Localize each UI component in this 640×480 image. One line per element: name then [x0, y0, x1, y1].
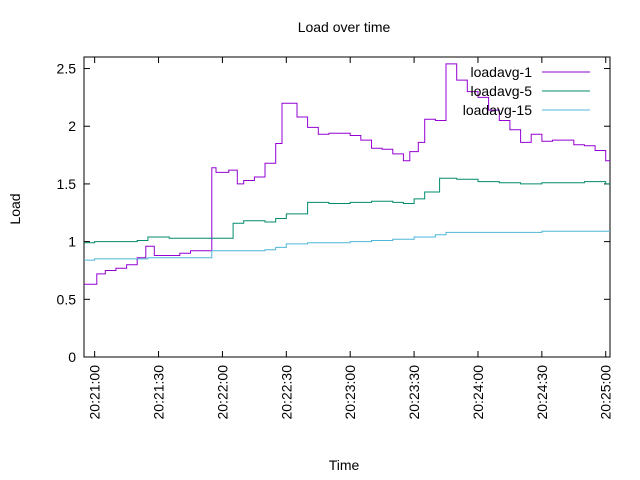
y-tick-label: 1 — [68, 234, 76, 250]
y-tick-label: 1.5 — [57, 176, 77, 192]
legend-label: loadavg-1 — [471, 64, 533, 80]
series-line-loadavg-15 — [84, 230, 610, 261]
legend-label: loadavg-15 — [463, 102, 532, 118]
x-tick-label: 20:22:00 — [214, 365, 230, 420]
legend: loadavg-1 loadavg-5 loadavg-15 — [463, 64, 590, 118]
y-tick-label: 0 — [68, 349, 76, 365]
x-tick-label: 20:24:30 — [534, 365, 550, 420]
chart-title: Load over time — [298, 19, 391, 35]
series-line-loadavg-5 — [84, 177, 610, 244]
x-tick-label: 20:24:00 — [470, 365, 486, 420]
y-axis-label: Load — [7, 193, 23, 224]
plot-frame — [83, 56, 611, 358]
x-axis-label: Time — [329, 457, 360, 473]
x-tick-label: 20:23:30 — [406, 365, 422, 420]
x-tick-label: 20:21:30 — [151, 365, 167, 420]
series-layer — [84, 63, 610, 285]
x-tick-label: 20:21:00 — [87, 365, 103, 420]
x-tick-label: 20:22:30 — [278, 365, 294, 420]
series-line-loadavg-1 — [84, 63, 610, 285]
y-tick-label: 0.5 — [57, 291, 77, 307]
y-tick-label: 2 — [68, 118, 76, 134]
axis-ticks: 0 0.5 1 1.5 2 2.5 20:21:00 20:21:30 20:22:00 20:2… — [57, 57, 614, 420]
x-tick-label: 20:23:00 — [342, 365, 358, 420]
legend-label: loadavg-5 — [471, 83, 533, 99]
y-tick-label: 2.5 — [57, 61, 77, 77]
x-tick-label: 20:25:00 — [598, 365, 614, 420]
